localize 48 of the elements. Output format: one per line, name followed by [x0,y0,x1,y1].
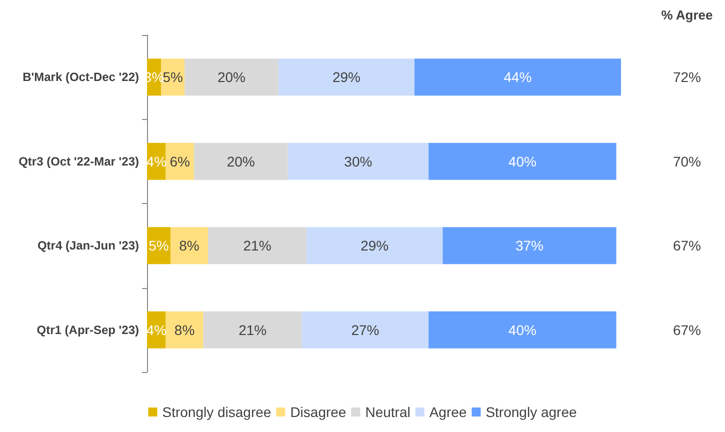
data-label: 44% [504,69,532,86]
bar [194,142,288,180]
data-label: 21% [238,322,267,338]
y-tick-label: Qtr3 (Oct '22-Mar '23) [18,154,139,168]
bar [166,311,204,348]
data-label: 40% [508,153,536,170]
data-label: 4% [146,153,167,170]
data-label: 20% [226,153,255,170]
legend-label: Strongly disagree [162,404,272,420]
data-label: 4% [146,322,167,338]
bar [428,142,616,180]
text: 72% [672,69,702,86]
bar [166,142,194,180]
data-label: 29% [332,69,360,86]
data-label: 8% [179,238,200,254]
bar [288,142,429,180]
data-label: 29% [360,238,389,254]
bar [208,227,307,264]
bar [442,227,616,264]
legend-label: Agree [429,404,467,420]
y-tick-label: B'Mark (Oct-Dec '22) [22,70,139,84]
text: 70% [672,153,702,170]
y-tick-label: Qtr1 (Apr-Sep '23) [36,322,139,337]
data-label: 37% [515,238,544,254]
legend-label: Strongly agree [486,404,577,420]
text: % Agree [661,8,713,22]
data-label: 30% [344,153,372,170]
bar [414,58,621,96]
y-tick-label: Qtr4 (Jan-Jun '23) [37,238,139,253]
data-label: 6% [170,153,190,170]
data-label: 20% [217,69,246,86]
data-label: 5% [162,69,183,86]
bar [203,311,302,348]
bar [428,311,616,348]
text: 67% [672,238,702,254]
data-label: 21% [243,238,272,254]
bar [306,227,443,264]
data-label: 40% [508,322,536,338]
data-label: 8% [174,322,195,338]
bar [302,311,429,348]
bar [184,58,278,96]
data-label: 27% [351,322,380,338]
bar [278,58,415,96]
text: 67% [672,322,702,338]
data-label: 5% [148,238,169,254]
bar [170,227,208,264]
legend-label: Disagree [290,404,346,420]
legend-label: Neutral [365,404,410,420]
